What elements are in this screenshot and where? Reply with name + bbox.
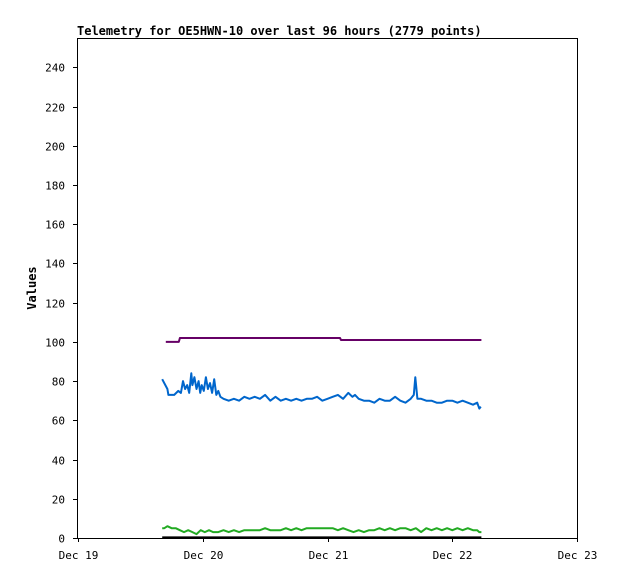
y-axis-label: Values <box>25 266 39 309</box>
plot-frame <box>77 38 578 539</box>
y-tick-label: 160 <box>45 219 65 232</box>
y-tick-label: 220 <box>45 102 65 115</box>
x-axis: Dec 19 Dec 20 Dec 21 Dec 22 Dec 23 <box>59 538 598 562</box>
x-tick-label: Dec 21 <box>309 549 349 562</box>
y-tick-label: 60 <box>52 415 65 428</box>
y-axis: 0 20 40 60 80 100 120 140 160 180 200 220 240 <box>45 62 78 546</box>
y-tick-label: 200 <box>45 141 65 154</box>
y-tick-label: 20 <box>52 494 65 507</box>
y-tick-label: 100 <box>45 337 65 350</box>
x-tick-label: Dec 19 <box>59 549 99 562</box>
series-line-3 <box>162 525 482 536</box>
y-tick-label: 80 <box>52 376 65 389</box>
series-line-1 <box>165 337 482 343</box>
x-tick-label: Dec 22 <box>433 549 473 562</box>
y-tick-label: 140 <box>45 258 65 271</box>
y-tick-label: 40 <box>52 455 65 468</box>
x-tick-label: Dec 23 <box>558 549 598 562</box>
y-tick-label: 0 <box>58 533 65 546</box>
x-tick-label: Dec 20 <box>184 549 224 562</box>
chart-title: Telemetry for OE5HWN-10 over last 96 hou… <box>77 24 482 38</box>
y-tick-label: 180 <box>45 180 65 193</box>
series-line-2 <box>161 372 482 410</box>
y-tick-label: 120 <box>45 298 65 311</box>
series-layer <box>161 337 482 539</box>
y-tick-label: 240 <box>45 62 65 75</box>
